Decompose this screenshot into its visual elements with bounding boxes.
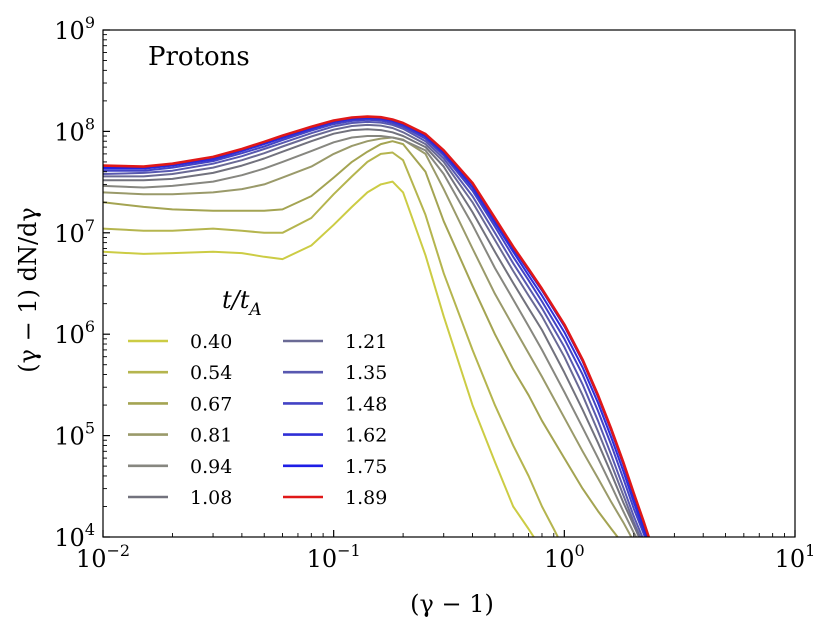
legend: t/tA 0.40 0.54 0.67 0.81 0.94 1.08 1.21 1.35 1.48… <box>128 286 387 509</box>
legend-label-0.81: 0.81 <box>190 425 232 447</box>
plot-frame <box>102 29 796 538</box>
legend-label-0.94: 0.94 <box>190 456 232 478</box>
y-tick-label: 106 <box>54 317 95 349</box>
legend-label-1.75: 1.75 <box>345 456 387 478</box>
legend-label-0.54: 0.54 <box>190 362 232 384</box>
y-axis-label: (γ − 1) dN/dγ <box>14 207 42 373</box>
legend-label-1.89: 1.89 <box>345 487 387 509</box>
legend-label-0.40: 0.40 <box>190 331 232 353</box>
series-line-0.67 <box>103 140 619 537</box>
series-layer <box>103 115 651 537</box>
series-line-0.81 <box>103 136 633 537</box>
x-tick-label: 100 <box>544 541 585 573</box>
y-tick-label: 109 <box>54 13 95 45</box>
y-tick-label: 107 <box>54 216 95 248</box>
series-line-1.35 <box>103 120 644 537</box>
x-tick-label: 10−2 <box>76 541 130 573</box>
y-tick-label: 104 <box>54 520 95 552</box>
series-line-0.54 <box>103 151 559 537</box>
x-tick-label: 101 <box>775 541 816 573</box>
series-line-0.40 <box>103 180 535 537</box>
annotation-protons: Protons <box>148 42 250 72</box>
legend-label-0.67: 0.67 <box>190 393 232 415</box>
legend-label-1.08: 1.08 <box>190 487 232 509</box>
series-line-1.48 <box>103 118 646 537</box>
series-line-1.21 <box>103 123 642 537</box>
legend-label-1.21: 1.21 <box>345 331 387 353</box>
legend-title: t/tA <box>222 286 262 320</box>
legend-label-1.62: 1.62 <box>345 425 387 447</box>
axes-layer: 10−2 10−1 100 101 104 105 106 107 108 109 <box>54 13 815 573</box>
series-line-1.89 <box>103 115 651 537</box>
y-tick-label: 108 <box>54 114 95 146</box>
series-line-1.08 <box>103 128 641 537</box>
legend-label-1.35: 1.35 <box>345 362 387 384</box>
series-line-1.75 <box>103 116 649 537</box>
x-axis-label: (γ − 1) <box>410 590 494 618</box>
legend-label-1.48: 1.48 <box>345 393 387 415</box>
series-line-0.94 <box>103 135 638 537</box>
y-tick-label: 105 <box>54 419 95 451</box>
x-tick-label: 10−1 <box>307 541 361 573</box>
